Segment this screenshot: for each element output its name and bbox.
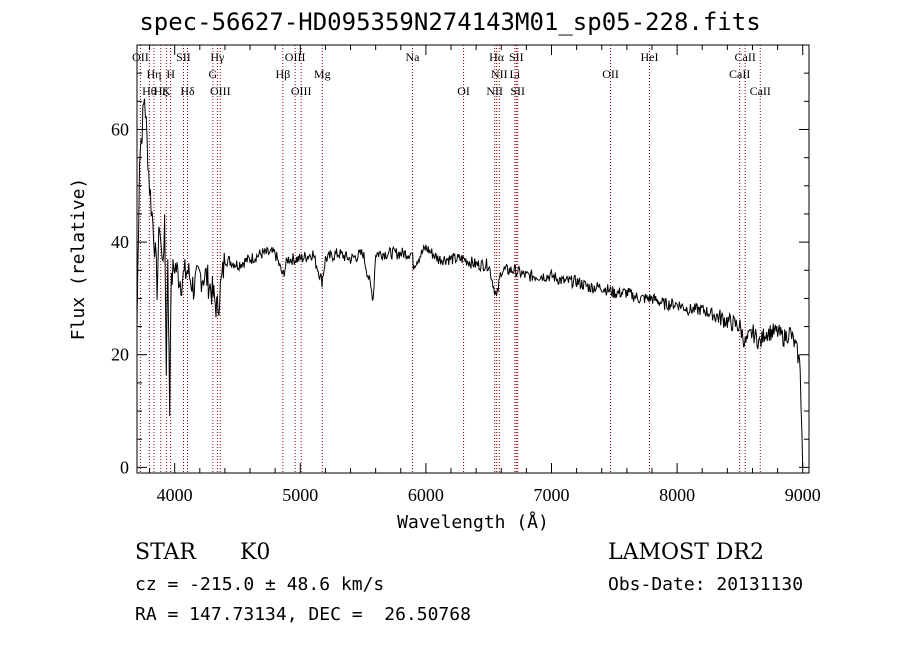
- x-tick-label: 9000: [785, 485, 821, 505]
- x-axis-label: Wavelength (Å): [397, 511, 549, 533]
- spectral-line-label: NII: [491, 67, 508, 81]
- spectral-line-label: OIII: [210, 84, 231, 98]
- spectral-line-label: Hδ: [180, 84, 195, 98]
- y-tick-label: 20: [111, 345, 129, 365]
- chart-title: spec-56627-HD095359N274143M01_sp05-228.f…: [139, 8, 761, 36]
- spectral-line-label: H: [166, 67, 175, 81]
- spectral-line-label: HeI: [640, 50, 658, 64]
- spectrum-line: [136, 98, 804, 468]
- y-tick-label: 60: [111, 119, 129, 139]
- object-subclass: K0: [240, 540, 271, 565]
- spectral-line-label: OIII: [285, 50, 306, 64]
- y-tick-label: 40: [111, 232, 129, 252]
- spectral-line-label: NII: [486, 84, 503, 98]
- coordinates: RA = 147.73134, DEC = 26.50768: [135, 604, 471, 625]
- y-tick-label: 0: [120, 457, 129, 477]
- spectral-line-label: CaII: [735, 50, 756, 64]
- redshift-readout: cz = -215.0 ± 48.6 km/s: [135, 574, 385, 595]
- x-tick-label: 6000: [408, 485, 444, 505]
- spectral-line-label: G: [209, 67, 218, 81]
- spectral-line-label: Hθ: [142, 84, 157, 98]
- spectral-line-label: Li: [509, 67, 520, 81]
- spectral-line-label: Hγ: [210, 50, 225, 64]
- object-class: STAR: [135, 540, 196, 565]
- plot-frame: [136, 44, 810, 474]
- x-tick-label: 4000: [157, 485, 193, 505]
- obs-date: Obs-Date: 20131130: [608, 574, 804, 595]
- spectral-line-label: Na: [405, 50, 420, 64]
- spectral-line-label: Hβ: [275, 67, 290, 81]
- x-tick-label: 7000: [534, 485, 570, 505]
- x-tick-label: 8000: [659, 485, 695, 505]
- spectral-line-label: OIII: [291, 84, 312, 98]
- spectral-line-label: Hα: [489, 50, 505, 64]
- spectral-line-label: CaII: [750, 84, 771, 98]
- spectral-line-label: K: [162, 84, 171, 98]
- spectral-line-label: CaII: [729, 67, 750, 81]
- survey-label: LAMOST DR2: [608, 540, 764, 565]
- spectral-line-label: SII: [176, 50, 191, 64]
- spectral-line-label: Hη: [146, 67, 161, 81]
- spectral-line-label: OI: [457, 84, 470, 98]
- spectral-line-label: Mg: [314, 67, 331, 81]
- x-tick-label: 5000: [282, 485, 318, 505]
- y-axis-label: Flux (relative): [68, 178, 89, 341]
- spectral-line-label: OII: [602, 67, 619, 81]
- spectral-line-label: Hζ: [154, 84, 168, 98]
- spectral-line-label: SII: [509, 50, 524, 64]
- spectral-line-label: OII: [132, 50, 149, 64]
- spectral-line-label: SII: [510, 84, 525, 98]
